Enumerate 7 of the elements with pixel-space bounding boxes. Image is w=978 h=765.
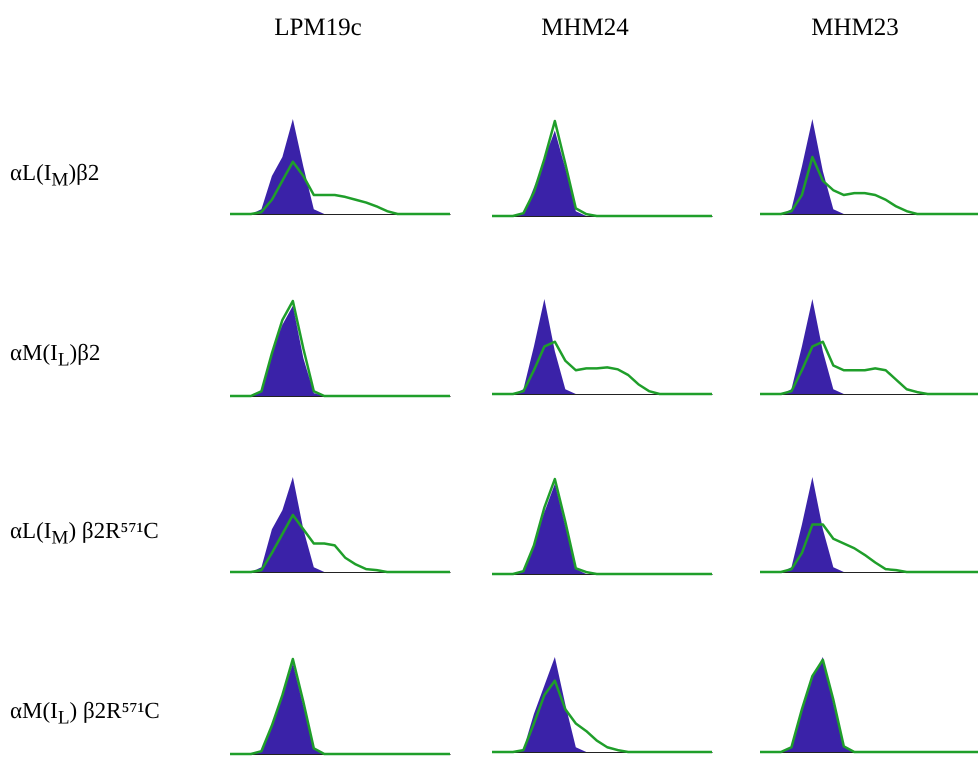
y-axis-title: αM(I$_{L}$)β2 — [10, 340, 100, 372]
y-axis-title: αL(I$_{M}$) β2R⁵⁷¹C — [10, 518, 159, 550]
chart-title: MHM24 — [540, 14, 630, 42]
y-axis-title: αM(I$_{L}$) β2R⁵⁷¹C — [10, 698, 160, 730]
chart-title: MHM23 — [810, 14, 900, 42]
chart-title: LPM19c — [273, 14, 363, 42]
y-axis-title: αL(I$_{M}$)β2 — [10, 160, 100, 192]
